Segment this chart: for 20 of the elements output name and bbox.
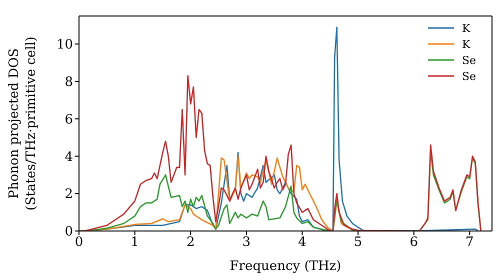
x-tick-label: 1	[130, 235, 139, 250]
y-axis-title: Phonon projected DOS (States/THz·primitive cell)	[7, 36, 39, 211]
x-tick-label: 5	[354, 235, 362, 250]
x-tick-label: 3	[242, 235, 251, 250]
x-axis-title: Frequency (THz)	[230, 259, 342, 274]
x-tick-label: 0	[74, 235, 84, 250]
x-tick-label: 7	[466, 235, 474, 250]
legend-label: K	[462, 38, 470, 50]
x-tick-label: 4	[298, 235, 306, 250]
y-tick-label: 0	[64, 224, 73, 240]
y-tick-label: 8	[64, 75, 73, 90]
y-tick-label: 2	[64, 187, 73, 202]
x-tick-label: 2	[186, 235, 195, 250]
y-tick-label: 10	[56, 38, 73, 53]
legend-label: Se	[462, 70, 476, 82]
legend-label: K	[462, 22, 470, 34]
x-tick-label: 6	[410, 235, 418, 250]
y-tick-label: 6	[64, 112, 73, 128]
legend-label: Se	[462, 54, 476, 66]
y-tick-label: 4	[64, 150, 73, 165]
